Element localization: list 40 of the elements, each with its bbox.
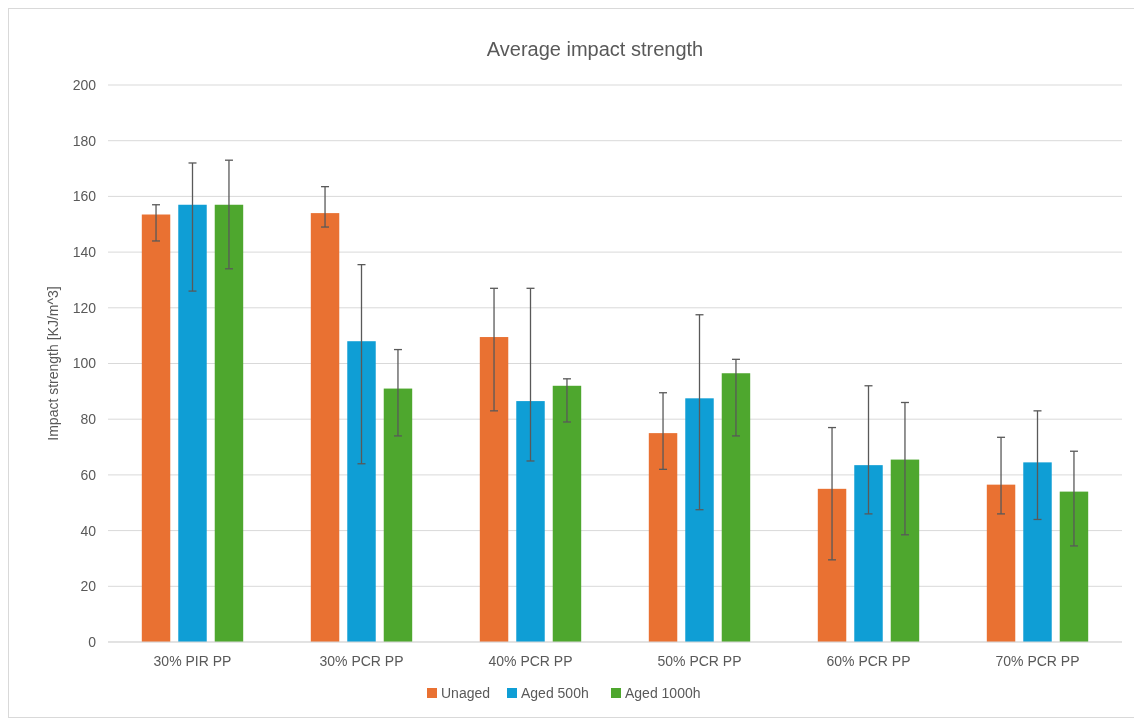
bar [986,484,1016,642]
bar [648,433,678,642]
x-tick-label: 50% PCR PP [657,653,742,669]
y-tick-label: 180 [72,132,97,149]
bar [1023,462,1052,642]
bar [214,204,244,642]
bar [516,401,545,642]
legend-label: Aged 1000h [625,684,701,701]
legend-label: Aged 500h [521,684,589,701]
bar [685,398,714,642]
y-tick-label: 120 [72,299,97,316]
bar [347,341,376,642]
x-tick-label: 40% PCR PP [488,653,573,669]
y-tick-label: 100 [72,355,97,372]
x-tick-label: 70% PCR PP [995,653,1080,669]
y-axis-title: Impact strength [KJ/m^3] [45,286,61,441]
bar [310,213,340,642]
y-tick-label: 80 [80,411,97,428]
bar [479,337,509,642]
bar [817,488,847,642]
y-tick-label: 160 [72,188,97,205]
bar [1059,491,1089,642]
x-tick-label: 30% PIR PP [153,653,232,669]
x-tick-label: 60% PCR PP [826,653,911,669]
y-tick-label: 20 [80,578,97,595]
y-tick-label: 140 [72,244,97,260]
y-tick-label: 200 [72,76,97,93]
y-tick-label: 40 [80,522,97,539]
x-tick-label: 30% PCR PP [319,653,404,669]
bar [721,373,751,642]
bar [854,465,883,642]
bar [890,459,920,642]
legend-label: Unaged [441,684,491,701]
bar [178,204,207,642]
y-tick-label: 0 [88,633,97,650]
bar [141,214,171,642]
bar [552,385,582,642]
chart-title: Average impact strength [486,38,704,60]
y-tick-label: 60 [80,466,97,483]
bar [383,388,413,642]
